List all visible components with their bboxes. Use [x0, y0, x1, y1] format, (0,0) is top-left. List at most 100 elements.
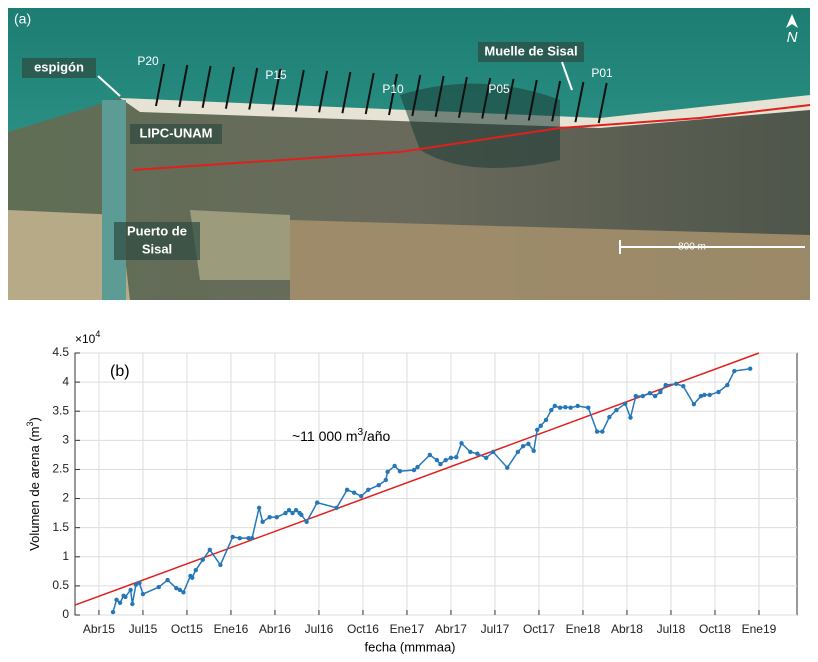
data-point — [304, 519, 309, 525]
data-point — [344, 487, 350, 493]
x-tick-label: Abr15 — [83, 622, 115, 636]
data-point — [193, 567, 198, 573]
data-point — [351, 490, 357, 495]
transect — [155, 63, 165, 107]
y-tick-label: 3 — [62, 433, 69, 447]
data-point — [628, 415, 633, 420]
data-point — [218, 562, 223, 568]
data-point — [114, 597, 119, 603]
data-point — [707, 392, 712, 398]
y-tick-label: 2.5 — [52, 462, 69, 476]
data-point — [549, 407, 554, 413]
north-label: N — [787, 29, 798, 46]
data-point — [468, 449, 473, 455]
data-point — [557, 405, 563, 410]
data-point — [299, 512, 304, 518]
data-point — [130, 601, 135, 607]
annotation-suffix: /año — [363, 428, 390, 444]
transect — [318, 70, 329, 113]
map-label: espigón — [34, 59, 84, 74]
data-point — [137, 580, 142, 586]
data-point — [293, 508, 299, 513]
data-point — [267, 514, 272, 520]
data-point — [691, 402, 697, 407]
data-point — [614, 407, 619, 413]
transect — [364, 72, 375, 115]
pointer — [97, 75, 121, 97]
transect-label: P05 — [488, 82, 510, 96]
transect — [457, 76, 468, 118]
data-point — [392, 463, 397, 469]
data-point — [732, 368, 737, 374]
data-point — [174, 586, 179, 591]
transect — [434, 75, 445, 117]
transect — [201, 65, 212, 108]
y-tick-label: 0 — [62, 607, 69, 621]
data-point — [415, 464, 420, 470]
transect — [527, 79, 538, 121]
data-point — [434, 457, 440, 463]
data-point — [575, 403, 580, 409]
data-point — [594, 429, 600, 434]
y-tick-label: 2 — [62, 491, 69, 505]
transect — [504, 78, 515, 120]
x-tick-label: Jul16 — [305, 622, 334, 636]
data-point — [543, 417, 549, 423]
transect-label: P01 — [591, 66, 613, 80]
y-tick-label: 1 — [62, 549, 69, 563]
axis-exponent: ×104 — [75, 329, 100, 346]
data-point — [658, 389, 663, 395]
x-axis-label: fecha (mmmaa) — [364, 639, 455, 654]
data-point — [181, 590, 186, 595]
y-tick-label: 3.5 — [52, 403, 69, 417]
data-point — [140, 591, 146, 597]
transect — [248, 67, 259, 110]
data-point — [286, 508, 292, 513]
data-point — [681, 383, 686, 389]
data-point — [647, 390, 653, 396]
map-label: Puerto de — [127, 223, 187, 238]
exponent-base: ×10 — [75, 332, 96, 346]
data-point — [698, 393, 704, 399]
data-point — [110, 609, 116, 615]
data-point — [515, 449, 521, 455]
data-point — [314, 500, 320, 505]
data-point — [376, 482, 381, 488]
label-box — [114, 222, 200, 260]
x-tick-label: Abr18 — [611, 622, 643, 636]
map-label: Muelle de Sisal — [484, 43, 577, 58]
data-point — [623, 401, 628, 406]
transect-label: P15 — [265, 68, 287, 82]
transect — [341, 71, 352, 114]
x-tick-label: Ene16 — [214, 622, 249, 636]
data-point — [633, 393, 638, 399]
transect — [551, 80, 562, 122]
annotation-text: ~11 000 m — [292, 428, 358, 444]
data-point — [663, 382, 668, 388]
map-label: Sisal — [142, 241, 172, 256]
data-point — [290, 510, 295, 516]
data-point — [438, 462, 443, 467]
data-point — [475, 451, 480, 456]
data-point — [190, 575, 195, 580]
data-point — [427, 452, 433, 458]
data-point — [358, 494, 364, 499]
transect — [224, 66, 235, 109]
x-tick-label: Oct15 — [171, 622, 203, 636]
x-tick-label: Ene19 — [742, 622, 777, 636]
x-tick-label: Jul18 — [657, 622, 686, 636]
data-point — [237, 535, 242, 541]
data-point — [123, 594, 128, 600]
data-point — [177, 587, 183, 593]
data-point — [652, 393, 658, 399]
label-box — [478, 42, 584, 62]
x-tick-label: Oct17 — [523, 622, 555, 636]
north-arrow — [786, 14, 798, 28]
annotation-sup: 3 — [358, 427, 364, 438]
y-tick-label: 1.5 — [52, 520, 69, 534]
transect — [388, 73, 398, 116]
data-point — [459, 441, 464, 446]
canal — [102, 100, 126, 300]
data-point — [207, 547, 213, 552]
sand — [8, 210, 130, 300]
